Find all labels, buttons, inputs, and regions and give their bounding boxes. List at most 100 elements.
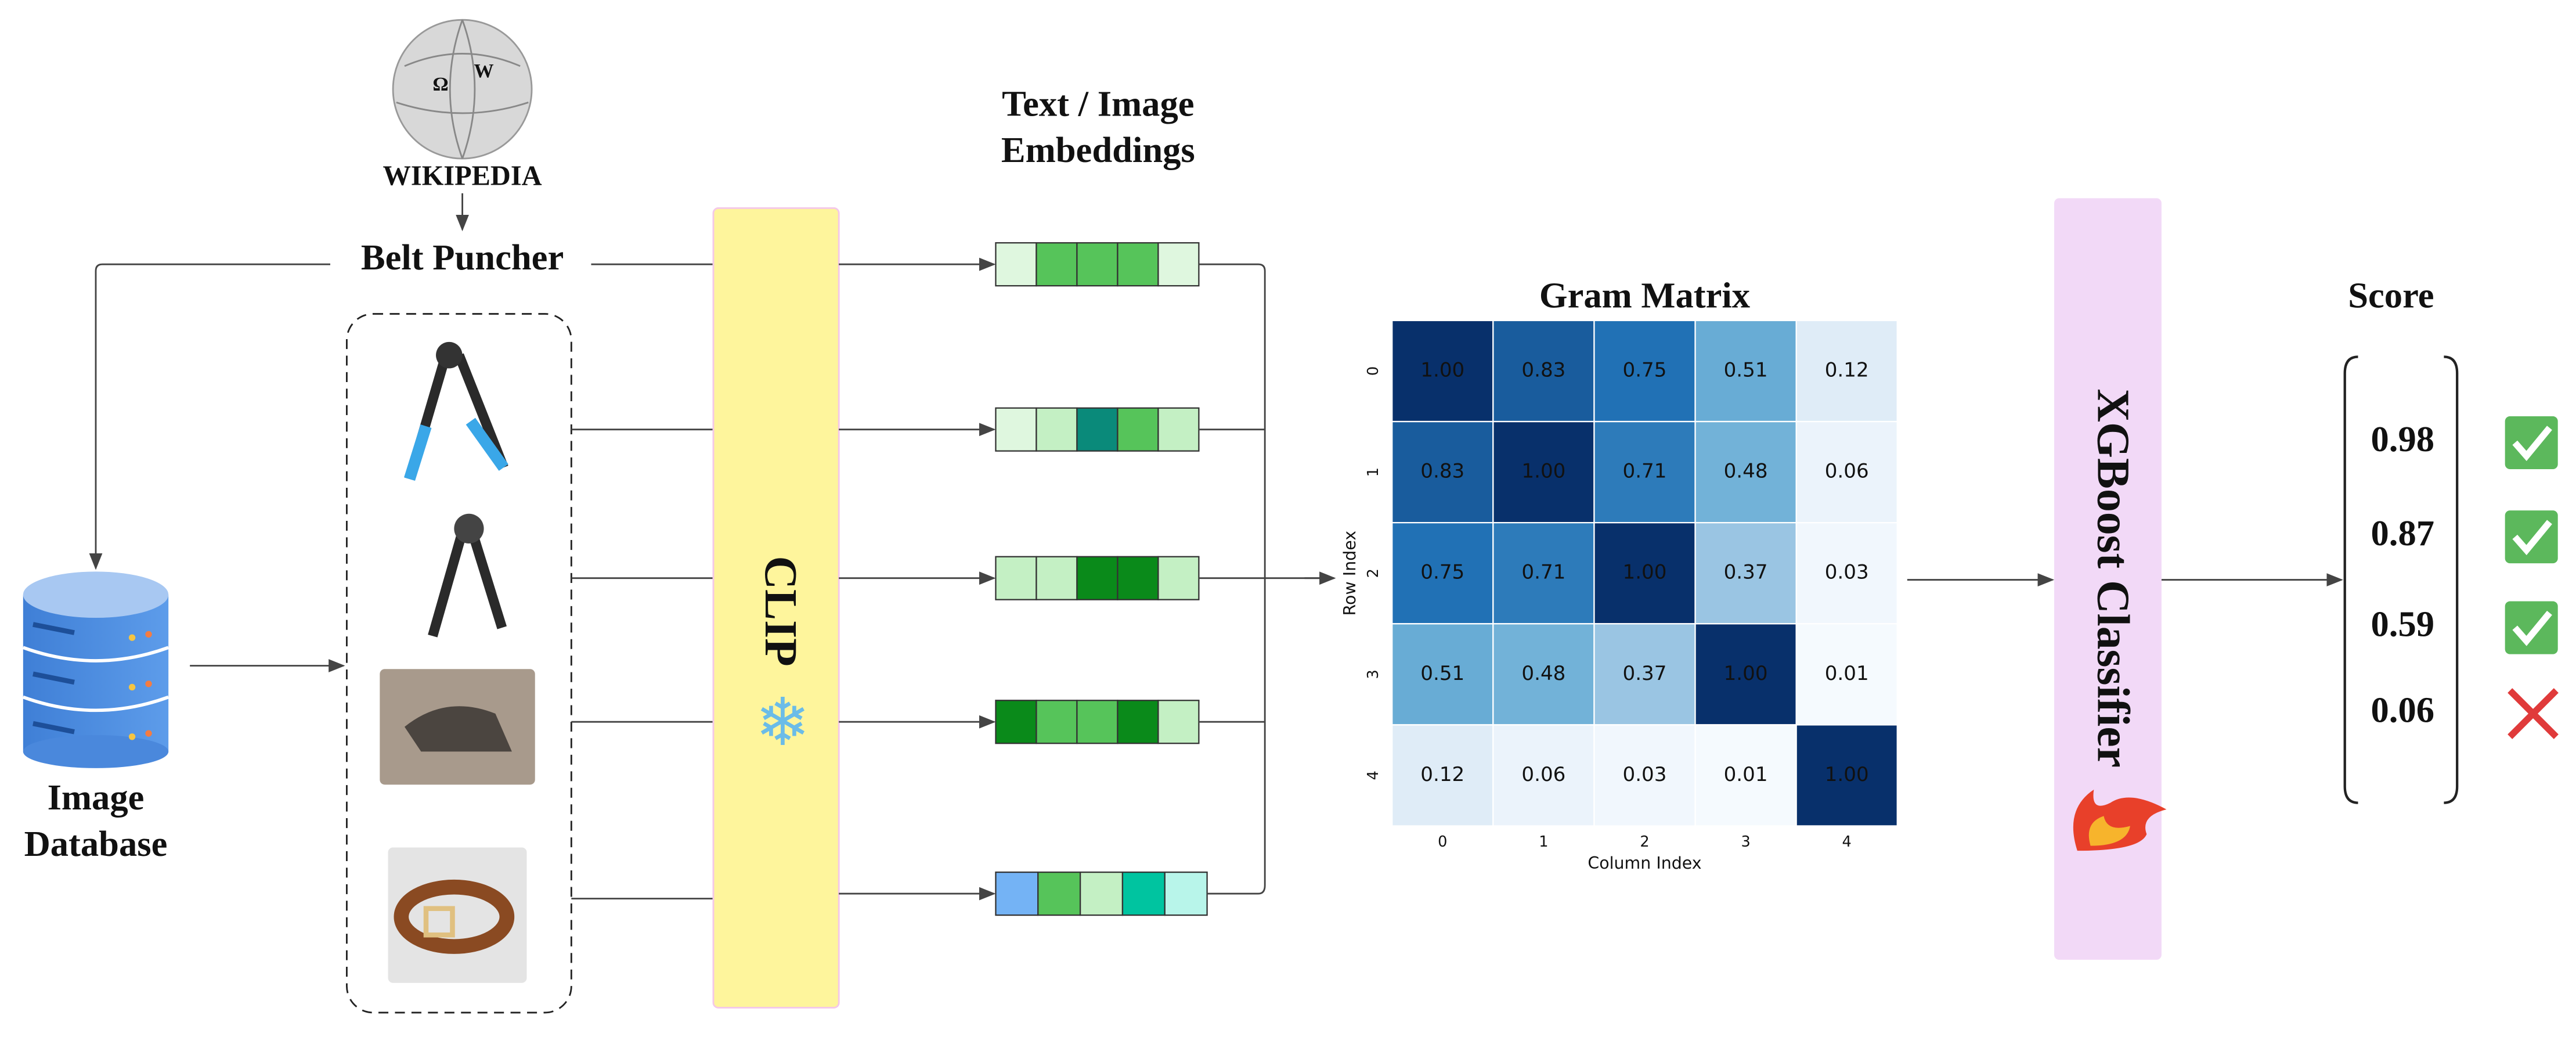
check-icon: [2505, 601, 2558, 654]
classifier: [2054, 198, 2162, 960]
cell-label: 0.71: [1623, 460, 1667, 483]
cell-label: 1.00: [1521, 460, 1565, 483]
cell-label: 0.06: [1825, 460, 1869, 483]
score: 0.06: [2371, 689, 2435, 730]
heatmap-cell: [1391, 420, 1494, 524]
embedding-cell: [1157, 407, 1200, 452]
check-mark: [2512, 426, 2552, 461]
cell-label: 0.51: [1420, 662, 1464, 685]
embedding-cell: [1036, 556, 1078, 600]
embedding-cell: [1036, 407, 1078, 452]
embedding-cell: [1036, 700, 1078, 744]
heatmap-cell: [1593, 623, 1696, 726]
cell-label: 0.75: [1420, 561, 1464, 584]
connector: [1199, 263, 1331, 895]
embedding-cell: [1164, 871, 1208, 916]
cell-label: 1.00: [1623, 561, 1667, 584]
y-tick-label: 1: [1365, 467, 1382, 477]
embedding-cell: [1117, 556, 1159, 600]
embeddings-title: Text / Image: [1002, 83, 1194, 124]
cross-icon: [2508, 688, 2559, 739]
cell-label: 0.37: [1623, 662, 1667, 685]
heatmap-cell: [1795, 623, 1898, 726]
heatmap-cell: [1391, 319, 1494, 423]
check-icon: [2505, 510, 2558, 564]
embedding-cell: [1036, 242, 1078, 287]
x-tick-label: 3: [1741, 833, 1750, 851]
y-axis-label: Row Index: [1340, 531, 1359, 615]
heatmap-cell: [1593, 724, 1696, 827]
cell-label: 0.75: [1623, 358, 1667, 381]
gram-matrix: 1.00 0.83 0.75 0.51 0.12 0.83 1.00 0.71 0.48 0.06…: [1365, 319, 1898, 851]
embedding-cell: [1076, 242, 1119, 287]
classifier-label: XGBoost Classifier: [2088, 388, 2139, 768]
embedding-cell: [1037, 871, 1081, 916]
database-label: Image: [48, 777, 145, 818]
embedding-cell: [995, 242, 1037, 287]
heatmap-cell: [1694, 420, 1797, 524]
heatmap-cell: [1694, 521, 1797, 625]
embedding-cell: [1076, 556, 1119, 600]
embeddings-title: Embeddings: [1001, 129, 1195, 170]
cell-label: 0.48: [1724, 460, 1768, 483]
embedding-cell: [1157, 556, 1200, 600]
check-mark: [2512, 520, 2552, 556]
heatmap-cell: [1795, 319, 1898, 423]
embedding-cell: [995, 700, 1037, 744]
heatmap-cell: [1492, 623, 1595, 726]
trainable-icon: [2073, 789, 2167, 851]
wikipedia-label: WIKIPEDIA: [383, 160, 542, 191]
embedding-cell: [995, 871, 1039, 916]
embedding-cell: [1076, 407, 1119, 452]
score: 0.98: [2371, 419, 2435, 459]
encoder-label: CLIP: [755, 556, 806, 666]
x-tick-label: 0: [1438, 833, 1447, 851]
y-tick-label: 4: [1365, 771, 1382, 780]
embedding-cell: [1121, 871, 1166, 916]
x-tick-label: 1: [1539, 833, 1548, 851]
cell-label: 0.71: [1521, 561, 1565, 584]
gram-title: Gram Matrix: [1539, 275, 1750, 315]
heatmap-cell: [1694, 319, 1797, 423]
image-plier-blue: [404, 341, 508, 481]
embedding-cell: [1117, 700, 1159, 744]
clip-encoder: [712, 207, 840, 1009]
query-label: Belt Puncher: [361, 237, 564, 278]
heatmap-cell: [1593, 521, 1696, 625]
arrow: [89, 263, 330, 570]
heatmap-cell: [1694, 724, 1797, 827]
embedding-cell: [1117, 242, 1159, 287]
embeddings: [839, 242, 1208, 916]
frozen-icon: ❄: [755, 683, 810, 761]
bracket: [2343, 355, 2459, 804]
image-photo-tool: [380, 669, 535, 785]
cell-label: 0.03: [1623, 763, 1667, 786]
cell-label: 1.00: [1724, 662, 1768, 685]
cell-label: 1.00: [1825, 763, 1869, 786]
check-mark: [2512, 610, 2552, 646]
heatmap-cell: [1795, 724, 1898, 827]
heatmap-cell: [1492, 724, 1595, 827]
cell-label: 0.01: [1825, 662, 1869, 685]
score: 0.59: [2371, 603, 2435, 644]
heatmap-cell: [1492, 420, 1595, 524]
cell-label: 0.83: [1420, 460, 1464, 483]
y-tick-label: 3: [1365, 669, 1382, 679]
embedding-cell: [1076, 700, 1119, 744]
wikipedia-logo: Ω W: [392, 19, 533, 160]
embedding-cell: [995, 556, 1037, 600]
x-tick-label: 2: [1640, 833, 1649, 851]
embedding-cell: [1157, 242, 1200, 287]
cell-label: 0.12: [1825, 358, 1869, 381]
score-title: Score: [2348, 275, 2434, 315]
heatmap-cell: [1795, 521, 1898, 625]
heatmap-cell: [1391, 724, 1494, 827]
y-tick-label: 0: [1365, 366, 1382, 376]
database-icon: [22, 571, 169, 768]
image-belt: [388, 847, 527, 983]
cell-label: 0.03: [1825, 561, 1869, 584]
cell-label: 0.51: [1724, 358, 1768, 381]
image-group: [346, 313, 572, 1014]
score: 0.87: [2371, 513, 2435, 553]
